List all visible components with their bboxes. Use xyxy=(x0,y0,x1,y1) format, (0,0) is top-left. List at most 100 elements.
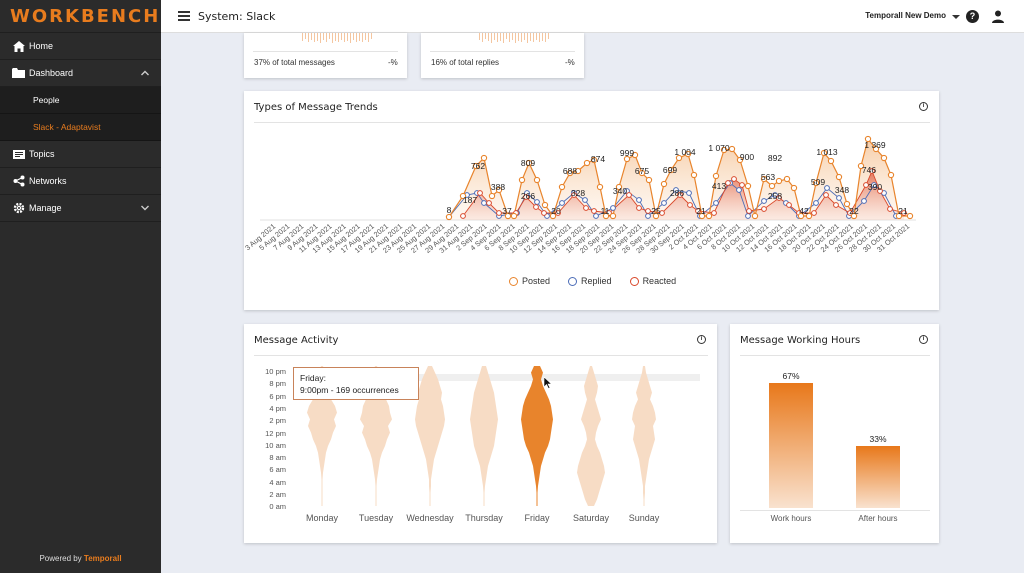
posted-point xyxy=(812,179,820,187)
replied-point xyxy=(559,200,565,206)
mouse-cursor-icon xyxy=(544,377,552,389)
sidebar-item-people[interactable]: People xyxy=(0,87,161,114)
posted-point xyxy=(760,175,768,183)
reacted-point xyxy=(645,208,651,214)
replied-point xyxy=(593,213,599,219)
data-label: 1 369 xyxy=(864,140,886,150)
share-icon xyxy=(12,175,25,187)
replied-point xyxy=(713,200,719,206)
posted-point xyxy=(751,212,759,220)
posted-point xyxy=(445,213,453,221)
org-selector[interactable]: Temporall New Demo xyxy=(865,11,946,20)
reacted-point xyxy=(811,210,817,216)
posted-point xyxy=(720,146,728,154)
sidebar-item-manage[interactable]: Manage xyxy=(0,195,161,222)
folder-icon xyxy=(12,67,25,79)
data-label: 509 xyxy=(811,177,825,187)
chevron-down-icon[interactable] xyxy=(141,203,149,213)
reacted-point xyxy=(847,210,853,216)
violin-sunday xyxy=(632,366,656,506)
data-label: 21 xyxy=(898,206,908,216)
replied-point xyxy=(534,199,540,205)
legend-label: Posted xyxy=(522,276,551,286)
working-hours-title: Message Working Hours xyxy=(740,335,861,346)
legend-replied[interactable]: Replied xyxy=(568,276,612,286)
reacted-point xyxy=(541,210,547,216)
sidebar-item-label: Networks xyxy=(29,176,67,186)
data-label: 390 xyxy=(868,182,882,192)
workbench-logo[interactable]: WORKBENCH xyxy=(0,0,161,33)
replied-point xyxy=(745,213,751,219)
bar-after-hours[interactable] xyxy=(856,446,900,508)
day-label: Saturday xyxy=(572,513,610,523)
hour-label: 8 pm xyxy=(269,379,286,389)
data-label: 340 xyxy=(613,186,627,196)
activity-tooltip: Friday: 9:00pm - 169 occurrences xyxy=(293,367,419,400)
sidebar-item-label: Home xyxy=(29,41,54,51)
bar-value-label: 67% xyxy=(782,370,800,381)
reacted-point xyxy=(786,202,792,208)
sidebar-item-label: Manage xyxy=(29,203,62,213)
posted-point xyxy=(518,176,526,184)
legend-posted[interactable]: Posted xyxy=(509,276,550,286)
violin-friday xyxy=(521,366,553,506)
posted-point xyxy=(827,157,835,165)
sidebar-item-slack-adaptavist[interactable]: Slack - Adaptavist xyxy=(0,114,161,141)
reacted-point xyxy=(659,210,665,216)
stat-text: 37% of total messages xyxy=(254,58,335,67)
posted-point xyxy=(906,212,914,220)
user-icon[interactable] xyxy=(992,10,1004,23)
posted-point xyxy=(525,159,533,167)
posted-dot-icon xyxy=(509,276,518,286)
data-label: 746 xyxy=(862,165,876,175)
posted-point xyxy=(797,212,805,220)
powered-by-brand[interactable]: Temporall xyxy=(83,554,122,563)
info-icon[interactable]: i xyxy=(919,102,928,111)
posted-point xyxy=(645,176,653,184)
reacted-point xyxy=(496,210,502,216)
day-label: Thursday xyxy=(465,513,503,523)
posted-point xyxy=(558,183,566,191)
hour-label: 12 pm xyxy=(265,428,286,438)
bar-work-hours[interactable] xyxy=(769,382,813,508)
data-label: 42 xyxy=(799,206,809,216)
day-label: Sunday xyxy=(628,513,660,523)
chevron-up-icon[interactable] xyxy=(141,68,149,78)
menu-icon[interactable] xyxy=(178,11,190,21)
data-label: 37 xyxy=(502,206,512,216)
sidebar-item-topics[interactable]: Topics xyxy=(0,141,161,168)
info-icon[interactable]: i xyxy=(919,335,928,344)
replied-dot-icon xyxy=(568,276,578,286)
data-label: 900 xyxy=(740,152,754,162)
bar-category-label: After hours xyxy=(858,514,898,523)
stat-text: 16% of total replies xyxy=(431,58,500,67)
posted-point xyxy=(783,175,791,183)
posted-point xyxy=(660,180,668,188)
sidebar-item-home[interactable]: Home xyxy=(0,33,161,60)
sidebar-item-dashboard[interactable]: Dashboard xyxy=(0,60,161,87)
sidebar-item-networks[interactable]: Networks xyxy=(0,168,161,195)
reacted-dot-icon xyxy=(629,276,639,286)
posted-point xyxy=(864,135,872,143)
posted-point xyxy=(638,169,646,177)
help-icon[interactable]: ? xyxy=(966,10,979,23)
reacted-point xyxy=(695,208,701,214)
reacted-point xyxy=(761,206,767,212)
replied-point xyxy=(761,198,767,204)
legend-reacted[interactable]: Reacted xyxy=(629,276,676,286)
posted-point xyxy=(712,172,720,180)
reacted-point xyxy=(725,180,731,186)
posted-point xyxy=(820,149,828,157)
violin-tuesday xyxy=(360,366,392,506)
hour-label: 4 am xyxy=(269,477,286,487)
data-label: 388 xyxy=(491,182,505,192)
activity-chart xyxy=(296,366,700,506)
data-label: 1 013 xyxy=(816,147,838,157)
trends-title: Types of Message Trends xyxy=(254,102,378,113)
replied-point xyxy=(736,187,742,193)
data-label: 675 xyxy=(635,166,649,176)
posted-point xyxy=(690,171,698,179)
caret-down-icon[interactable] xyxy=(952,15,960,19)
info-icon[interactable]: i xyxy=(697,335,706,344)
replied-point xyxy=(871,182,877,188)
